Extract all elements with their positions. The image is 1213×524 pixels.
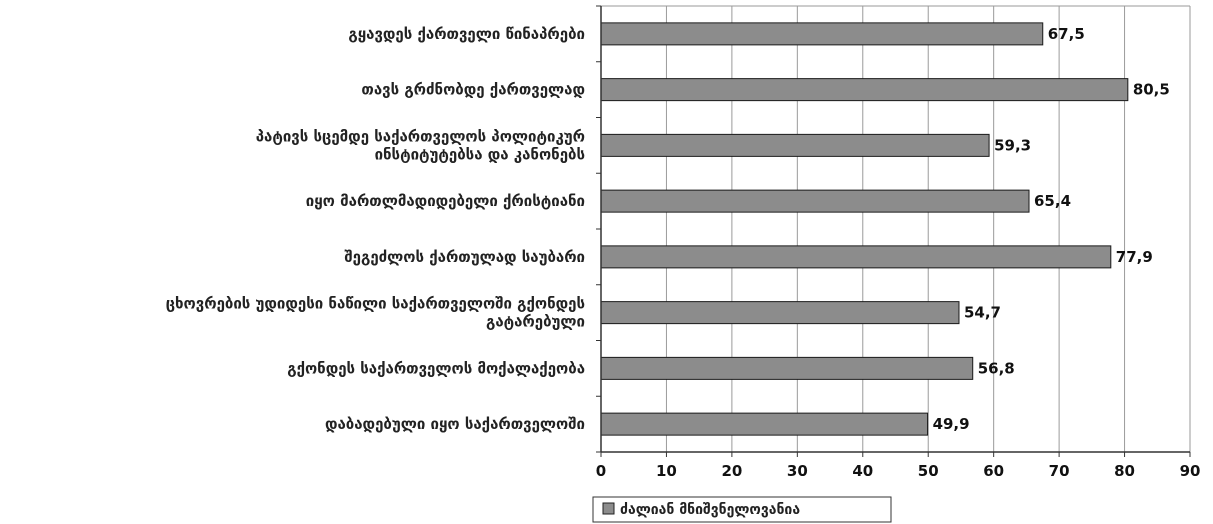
data-label: 80,5 — [1133, 81, 1170, 99]
grid-lines — [665, 6, 1191, 452]
x-tick-labels: 0 10 20 30 40 50 60 70 80 90 — [596, 462, 1201, 480]
data-label: 67,5 — [1048, 25, 1085, 43]
x-tick-label: 0 — [596, 462, 606, 480]
data-label: 77,9 — [1116, 248, 1153, 266]
legend-label: ძალიან მნიშვნელოვანია — [620, 502, 800, 518]
x-tick-label: 10 — [656, 462, 677, 480]
bar — [600, 301, 960, 325]
x-tick-label: 60 — [983, 462, 1004, 480]
bar — [600, 78, 1129, 102]
data-label: 54,7 — [964, 304, 1001, 322]
category-labels: გყავდეს ქართველი წინაპრები თავს გრძნობდე … — [166, 25, 585, 433]
bar — [600, 189, 1030, 213]
data-label: 49,9 — [933, 415, 970, 433]
x-tick-label: 20 — [721, 462, 742, 480]
data-label: 56,8 — [978, 359, 1015, 377]
category-label: შეგეძლოს ქართულად საუბარი — [344, 248, 585, 266]
legend-box — [592, 496, 892, 523]
x-tick-label: 30 — [787, 462, 808, 480]
x-tick-label: 90 — [1180, 462, 1201, 480]
category-label: იყო მართლმადიდებელი ქრისტიანი — [306, 192, 585, 210]
bar — [600, 245, 1112, 269]
data-label: 65,4 — [1034, 192, 1071, 210]
category-label: გქონდეს საქართველოს მოქალაქეობა — [287, 359, 585, 377]
category-label: დაბადებული იყო საქართველოში — [325, 415, 585, 433]
data-label: 59,3 — [994, 136, 1031, 154]
data-labels: 67,5 80,5 59,3 65,4 77,9 54,7 56,8 49,9 — [933, 25, 1170, 433]
x-tick-label: 40 — [852, 462, 873, 480]
bar — [600, 133, 990, 157]
x-tick-label: 80 — [1114, 462, 1135, 480]
legend: ძალიან მნიშვნელოვანია — [592, 496, 892, 523]
bar — [600, 22, 1044, 46]
bars — [600, 22, 1129, 436]
legend-swatch — [602, 502, 615, 515]
x-tick-label: 70 — [1049, 462, 1070, 480]
x-tick-label: 50 — [918, 462, 939, 480]
category-label: თავს გრძნობდე ქართველად — [361, 81, 585, 99]
category-label: გყავდეს ქართველი წინაპრები — [348, 25, 585, 43]
bar — [600, 356, 974, 380]
axes — [596, 5, 1191, 457]
category-label: პატივს სცემდე საქართველოს პოლიტიკურ ინსტი… — [256, 127, 585, 163]
category-label: ცხოვრების უდიდესი ნაწილი საქართველოში გქ… — [166, 295, 585, 331]
bar — [600, 412, 929, 436]
